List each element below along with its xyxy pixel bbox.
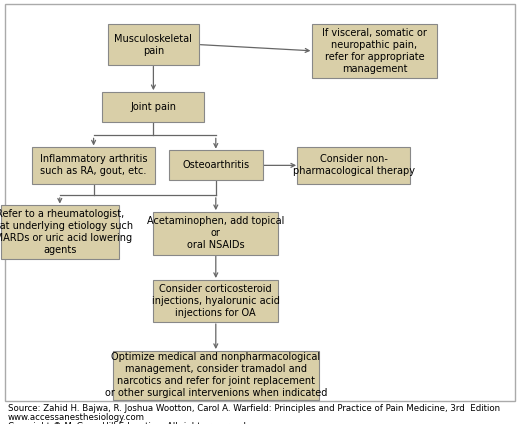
FancyBboxPatch shape	[297, 147, 410, 184]
FancyBboxPatch shape	[153, 280, 279, 322]
FancyBboxPatch shape	[108, 24, 199, 65]
Text: Source: Zahid H. Bajwa, R. Joshua Wootton, Carol A. Warfield: Principles and Pra: Source: Zahid H. Bajwa, R. Joshua Wootto…	[8, 404, 500, 413]
Text: Joint pain: Joint pain	[131, 102, 176, 112]
Text: Refer to a rheumatologist,
treat underlying etiology such
DMARDs or uric acid lo: Refer to a rheumatologist, treat underly…	[0, 209, 133, 255]
Text: Osteoarthritis: Osteoarthritis	[182, 160, 250, 170]
FancyBboxPatch shape	[113, 351, 319, 400]
Text: If visceral, somatic or
neuropathic pain,
refer for appropriate
management: If visceral, somatic or neuropathic pain…	[322, 28, 427, 74]
FancyBboxPatch shape	[168, 151, 263, 181]
FancyBboxPatch shape	[153, 212, 279, 254]
Text: www.accessanesthesiology.com: www.accessanesthesiology.com	[8, 413, 145, 422]
FancyBboxPatch shape	[1, 205, 119, 259]
Text: Copyright © McGraw-Hill Education. All rights reserved.: Copyright © McGraw-Hill Education. All r…	[8, 422, 249, 424]
Text: Acetaminophen, add topical
or
oral NSAIDs: Acetaminophen, add topical or oral NSAID…	[147, 216, 284, 250]
Text: Inflammatory arthritis
such as RA, gout, etc.: Inflammatory arthritis such as RA, gout,…	[40, 154, 147, 176]
Text: Consider non-
pharmacological therapy: Consider non- pharmacological therapy	[293, 154, 414, 176]
Text: Optimize medical and nonpharmacological
management, consider tramadol and
narcot: Optimize medical and nonpharmacological …	[105, 352, 327, 398]
Text: Consider corticosteroid
injections, hyalorunic acid
injections for OA: Consider corticosteroid injections, hyal…	[152, 284, 280, 318]
FancyBboxPatch shape	[312, 24, 437, 78]
FancyBboxPatch shape	[32, 147, 155, 184]
FancyBboxPatch shape	[102, 92, 204, 122]
Text: Musculoskeletal
pain: Musculoskeletal pain	[114, 33, 192, 56]
